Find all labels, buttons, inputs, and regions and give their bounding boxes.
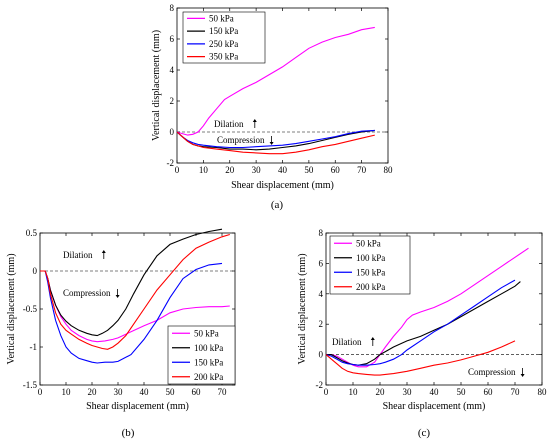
series-line-100-kPa	[40, 228, 223, 337]
y-tick-label: 0	[319, 350, 324, 360]
y-tick-label: -1.5	[23, 380, 38, 390]
legend-label: 150 kPa	[209, 26, 238, 36]
legend-label: 150 kPa	[194, 357, 223, 367]
x-axis-label: Shear displacement (mm)	[86, 401, 189, 412]
x-tick-label: 0	[324, 387, 329, 397]
x-tick-label: 30	[403, 387, 413, 397]
legend-label: 100 kPa	[356, 253, 385, 263]
x-tick-label: 80	[384, 165, 394, 175]
y-tick-label: -2	[316, 380, 324, 390]
series-line-50-kPa	[176, 26, 375, 136]
legend-label: 50 kPa	[209, 13, 234, 23]
x-tick-label: 10	[62, 387, 72, 397]
x-tick-label: 50	[166, 387, 176, 397]
legend-label: 250 kPa	[209, 39, 238, 49]
y-axis-label: Vertical displacement (mm)	[151, 30, 162, 141]
arrowhead-up-icon	[370, 337, 375, 340]
y-tick-label: 4	[319, 289, 324, 299]
x-axis-label: Shear displacement (mm)	[383, 401, 486, 412]
legend: 50 kPa 150 kPa 250 kPa 350 kPa	[182, 11, 266, 64]
y-tick-label: -0.5	[23, 304, 38, 314]
series-line-150-kPa	[40, 262, 223, 364]
y-tick-label: -2	[167, 158, 175, 168]
x-tick-label: 60	[484, 387, 494, 397]
legend-box	[167, 325, 236, 385]
y-tick-label: 0	[33, 266, 38, 276]
series-line-350-kPa	[176, 131, 375, 155]
x-tick-label: 50	[457, 387, 467, 397]
arrowhead-up-icon	[252, 119, 257, 122]
x-tick-label: 40	[278, 165, 288, 175]
arrowhead-down-icon	[520, 374, 525, 377]
y-axis-label: Vertical displacement (mm)	[297, 253, 308, 364]
x-tick-label: 70	[357, 165, 367, 175]
x-tick-label: 50	[304, 165, 314, 175]
arrowhead-down-icon	[269, 142, 274, 145]
y-tick-label: 2	[170, 96, 175, 106]
x-tick-label: 20	[88, 387, 98, 397]
legend-label: 350 kPa	[209, 52, 238, 62]
arrowhead-up-icon	[101, 250, 106, 253]
x-tick-label: 30	[114, 387, 124, 397]
y-tick-label: 6	[170, 34, 175, 44]
x-tick-label: 10	[349, 387, 359, 397]
x-tick-label: 40	[430, 387, 440, 397]
series-line-200-kPa	[40, 233, 230, 350]
series-line-100-kPa	[326, 281, 521, 366]
legend-label: 200 kPa	[356, 282, 385, 292]
y-tick-label: 4	[170, 65, 175, 75]
y-tick-label: 0.5	[26, 228, 38, 238]
legend-label: 50 kPa	[356, 238, 381, 248]
legend-label: 200 kPa	[194, 372, 223, 382]
x-tick-label: 70	[218, 387, 228, 397]
y-tick-label: 8	[170, 3, 175, 13]
panel-label: (c)	[418, 427, 431, 439]
y-axis-label: Vertical displacement (mm)	[6, 253, 17, 364]
x-tick-label: 70	[511, 387, 521, 397]
y-tick-label: -1	[30, 342, 38, 352]
x-tick-label: 10	[199, 165, 209, 175]
legend: 50 kPa 100 kPa 150 kPa 200 kPa	[329, 235, 411, 295]
legend-label: 150 kPa	[356, 267, 385, 277]
series-line-150-kPa	[325, 279, 516, 366]
x-tick-label: 40	[140, 387, 150, 397]
series-line-150-kPa	[176, 129, 375, 151]
annotation-up: Dilation	[63, 250, 93, 260]
x-axis-label: Shear displacement (mm)	[231, 180, 334, 191]
x-tick-label: 60	[331, 165, 341, 175]
y-tick-label: 8	[319, 228, 324, 238]
panel-label: (a)	[271, 199, 284, 211]
x-tick-label: 20	[225, 165, 235, 175]
panel-label: (b)	[122, 427, 135, 439]
annotation-up: Dilation	[332, 337, 362, 347]
legend: 50 kPa 100 kPa 150 kPa 200 kPa	[167, 325, 236, 385]
annotation-down: Compression	[217, 135, 265, 145]
x-tick-label: 60	[192, 387, 202, 397]
x-tick-label: 0	[38, 387, 43, 397]
series-line-200-kPa	[325, 340, 516, 376]
y-tick-label: 6	[319, 258, 324, 268]
legend-box	[182, 11, 266, 64]
y-tick-label: 2	[319, 319, 324, 329]
x-tick-label: 0	[175, 165, 180, 175]
arrowhead-down-icon	[115, 295, 120, 298]
legend-box	[329, 235, 411, 295]
series-line-250-kPa	[176, 129, 375, 149]
annotation-down: Compression	[63, 288, 111, 298]
chart-panel-2: 0 10 20 30 40 50 60 70 -1.5 -1 -0.5 0 0.5 Shear displ…	[6, 228, 236, 439]
annotation-up: Dilation	[214, 119, 244, 129]
annotation-down: Compression	[468, 367, 516, 377]
x-tick-label: 80	[538, 387, 548, 397]
legend-label: 100 kPa	[194, 343, 223, 353]
x-tick-label: 20	[376, 387, 386, 397]
legend-label: 50 kPa	[194, 328, 219, 338]
x-tick-label: 30	[252, 165, 262, 175]
y-tick-label: 0	[170, 127, 175, 137]
series-line-50-kPa	[326, 247, 529, 368]
